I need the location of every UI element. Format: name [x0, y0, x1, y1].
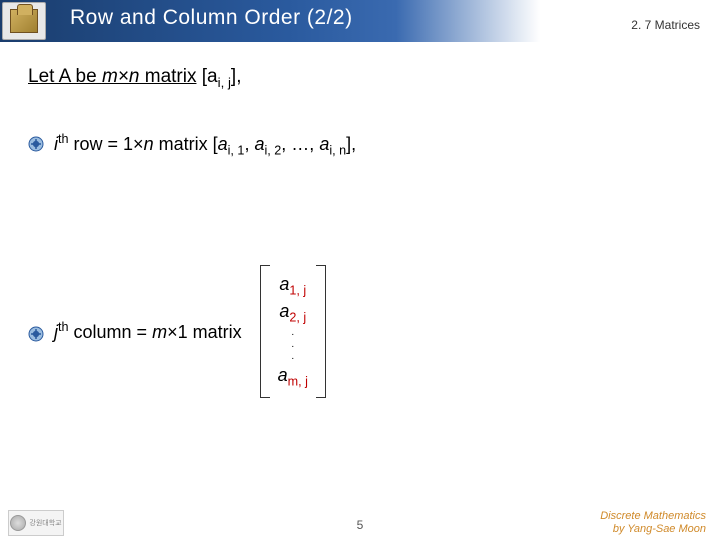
slide-title: Row and Column Order (2/2) [70, 6, 353, 30]
footer-credit: Discrete Mathematics by Yang-Sae Moon [600, 510, 706, 536]
ith-row-text: ith row = 1×n matrix [ai, 1, ai, 2, …, a… [54, 132, 356, 158]
university-logo: 강원대학교 [8, 510, 64, 536]
ith-row-bullet: ith row = 1×n matrix [ai, 1, ai, 2, …, a… [28, 132, 692, 158]
jth-column-bullet: jth column = m×1 matrix a1, j a2, j . . … [28, 265, 692, 398]
jth-column-text: jth column = m×1 matrix [54, 320, 242, 343]
content-area: Let A be m×n matrix [ai, j], ith row = 1… [28, 60, 692, 500]
header-bar: Row and Column Order (2/2) 2. 7 Matrices [0, 0, 720, 42]
briefcase-icon [2, 2, 46, 40]
bullet-icon [28, 136, 44, 152]
chapter-label: 2. 7 Matrices [631, 18, 700, 32]
intro-underlined: Let A be m×n matrix [28, 66, 196, 87]
column-matrix: a1, j a2, j . . . am, j [260, 265, 326, 398]
intro-line: Let A be m×n matrix [ai, j], [28, 66, 692, 90]
footer: 강원대학교 5 Discrete Mathematics by Yang-Sae… [0, 504, 720, 540]
bullet-icon [28, 326, 44, 342]
page-number: 5 [357, 518, 364, 532]
